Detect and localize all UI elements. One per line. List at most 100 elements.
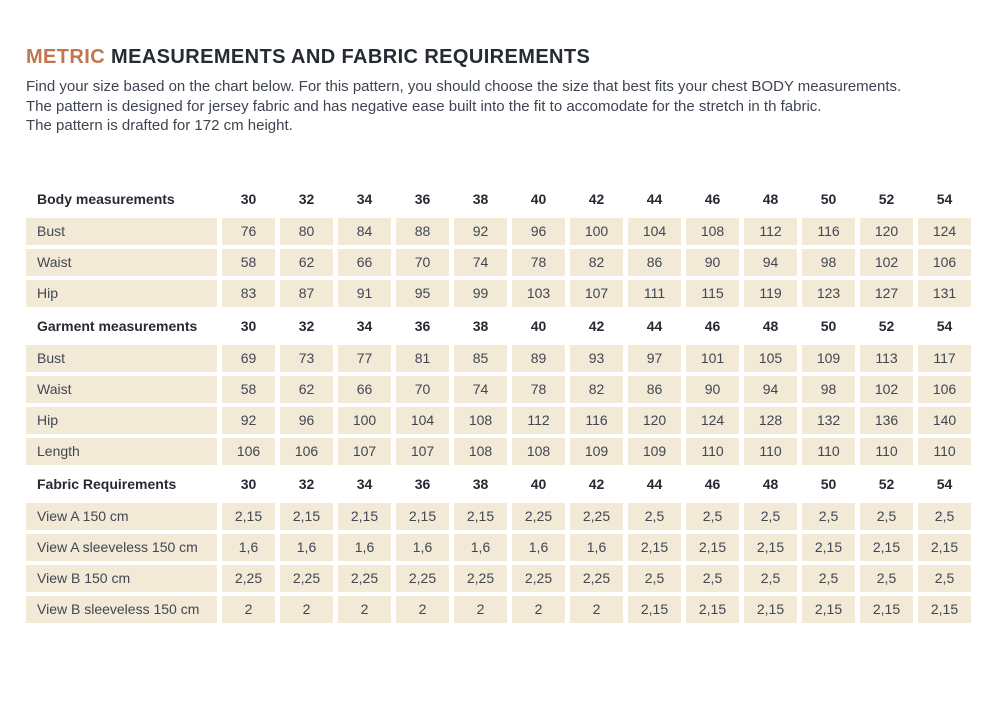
value-cell: 2,5 bbox=[744, 564, 797, 592]
value-cell: 110 bbox=[744, 437, 797, 465]
value-cell: 82 bbox=[570, 375, 623, 403]
value-cell: 2 bbox=[396, 595, 449, 623]
row-label-cell: View B sleeveless 150 cm bbox=[26, 595, 217, 623]
table-row: Waist 58 62 66 70 74 78 82 86 90 94 98 102 106 bbox=[26, 375, 971, 403]
table-row: Bust 76 80 84 88 92 96 100 104 108 112 116 120 124 bbox=[26, 217, 971, 245]
size-header-cell: 34 bbox=[356, 317, 373, 334]
value-cell: 2,5 bbox=[918, 502, 971, 530]
value-cell: 110 bbox=[918, 437, 971, 465]
value-cell: 110 bbox=[802, 437, 855, 465]
value-cell: 106 bbox=[222, 437, 275, 465]
value-cell: 107 bbox=[396, 437, 449, 465]
value-cell: 2,15 bbox=[686, 533, 739, 561]
value-cell: 1,6 bbox=[396, 533, 449, 561]
value-cell: 101 bbox=[686, 344, 739, 372]
value-cell: 83 bbox=[222, 279, 275, 307]
value-cell: 116 bbox=[570, 406, 623, 434]
value-cell: 2,15 bbox=[222, 502, 275, 530]
value-cell: 2,25 bbox=[396, 564, 449, 592]
section-title: Garment measurements bbox=[37, 317, 198, 334]
table-row: Waist 58 62 66 70 74 78 82 86 90 94 98 102 106 bbox=[26, 248, 971, 276]
value-cell: 74 bbox=[454, 375, 507, 403]
value-cell: 1,6 bbox=[454, 533, 507, 561]
value-cell: 2,15 bbox=[280, 502, 333, 530]
row-label-cell: Length bbox=[26, 437, 217, 465]
value-cell: 2,15 bbox=[802, 595, 855, 623]
value-cell: 73 bbox=[280, 344, 333, 372]
section-title: Body measurements bbox=[37, 190, 175, 207]
size-header-cell: 38 bbox=[472, 317, 489, 334]
row-label-cell: Waist bbox=[26, 375, 217, 403]
value-cell: 109 bbox=[628, 437, 681, 465]
value-cell: 2,15 bbox=[918, 595, 971, 623]
table-row: View A 150 cm 2,15 2,15 2,15 2,15 2,15 2,25 2,2… bbox=[26, 502, 971, 530]
value-cell: 2,15 bbox=[686, 595, 739, 623]
measurements-table: Body measurements 30 32 34 36 38 40 42 44 46 48 50 5… bbox=[21, 180, 976, 627]
value-cell: 97 bbox=[628, 344, 681, 372]
intro-line-3: The pattern is drafted for 172 cm height… bbox=[26, 117, 293, 134]
size-header-cell: 40 bbox=[530, 190, 547, 207]
value-cell: 78 bbox=[512, 248, 565, 276]
value-cell: 102 bbox=[860, 375, 913, 403]
value-cell: 106 bbox=[918, 375, 971, 403]
value-cell: 2,15 bbox=[338, 502, 391, 530]
value-cell: 2,5 bbox=[686, 564, 739, 592]
size-header-cell: 32 bbox=[298, 190, 315, 207]
row-label-cell: Bust bbox=[26, 217, 217, 245]
value-cell: 119 bbox=[744, 279, 797, 307]
row-label-cell: Waist bbox=[26, 248, 217, 276]
value-cell: 81 bbox=[396, 344, 449, 372]
value-cell: 80 bbox=[280, 217, 333, 245]
size-header-cell: 30 bbox=[240, 190, 257, 207]
value-cell: 2 bbox=[338, 595, 391, 623]
value-cell: 90 bbox=[686, 248, 739, 276]
value-cell: 1,6 bbox=[280, 533, 333, 561]
value-cell: 102 bbox=[860, 248, 913, 276]
value-cell: 78 bbox=[512, 375, 565, 403]
value-cell: 62 bbox=[280, 375, 333, 403]
value-cell: 108 bbox=[454, 437, 507, 465]
value-cell: 131 bbox=[918, 279, 971, 307]
value-cell: 86 bbox=[628, 375, 681, 403]
value-cell: 2,15 bbox=[396, 502, 449, 530]
value-cell: 2 bbox=[454, 595, 507, 623]
row-label-cell: View A 150 cm bbox=[26, 502, 217, 530]
value-cell: 123 bbox=[802, 279, 855, 307]
value-cell: 2,5 bbox=[918, 564, 971, 592]
size-header-cell: 52 bbox=[878, 317, 895, 334]
value-cell: 99 bbox=[454, 279, 507, 307]
value-cell: 92 bbox=[454, 217, 507, 245]
value-cell: 112 bbox=[744, 217, 797, 245]
value-cell: 2,25 bbox=[280, 564, 333, 592]
page-title-rest: MEASUREMENTS AND FABRIC REQUIREMENTS bbox=[105, 46, 591, 68]
value-cell: 103 bbox=[512, 279, 565, 307]
value-cell: 66 bbox=[338, 375, 391, 403]
value-cell: 1,6 bbox=[222, 533, 275, 561]
value-cell: 66 bbox=[338, 248, 391, 276]
value-cell: 104 bbox=[628, 217, 681, 245]
size-header-cell: 48 bbox=[762, 475, 779, 492]
row-label-cell: Bust bbox=[26, 344, 217, 372]
size-header-cell: 48 bbox=[762, 190, 779, 207]
row-label-cell: View B 150 cm bbox=[26, 564, 217, 592]
value-cell: 104 bbox=[396, 406, 449, 434]
table-row: View A sleeveless 150 cm 1,6 1,6 1,6 1,6 1,6 1… bbox=[26, 533, 971, 561]
value-cell: 110 bbox=[686, 437, 739, 465]
intro-text: Find your size based on the chart below.… bbox=[26, 77, 978, 136]
size-header-cell: 32 bbox=[298, 317, 315, 334]
value-cell: 2,25 bbox=[454, 564, 507, 592]
intro-line-2: The pattern is designed for jersey fabri… bbox=[26, 97, 822, 115]
value-cell: 111 bbox=[628, 279, 681, 307]
value-cell: 106 bbox=[280, 437, 333, 465]
size-header-cell: 34 bbox=[356, 475, 373, 492]
value-cell: 100 bbox=[570, 217, 623, 245]
value-cell: 90 bbox=[686, 375, 739, 403]
size-header-cell: 50 bbox=[820, 475, 837, 492]
value-cell: 82 bbox=[570, 248, 623, 276]
size-header-cell: 36 bbox=[414, 475, 431, 492]
size-header-cell: 54 bbox=[936, 317, 953, 334]
value-cell: 2,15 bbox=[860, 533, 913, 561]
value-cell: 1,6 bbox=[512, 533, 565, 561]
size-header-cell: 34 bbox=[356, 190, 373, 207]
value-cell: 100 bbox=[338, 406, 391, 434]
